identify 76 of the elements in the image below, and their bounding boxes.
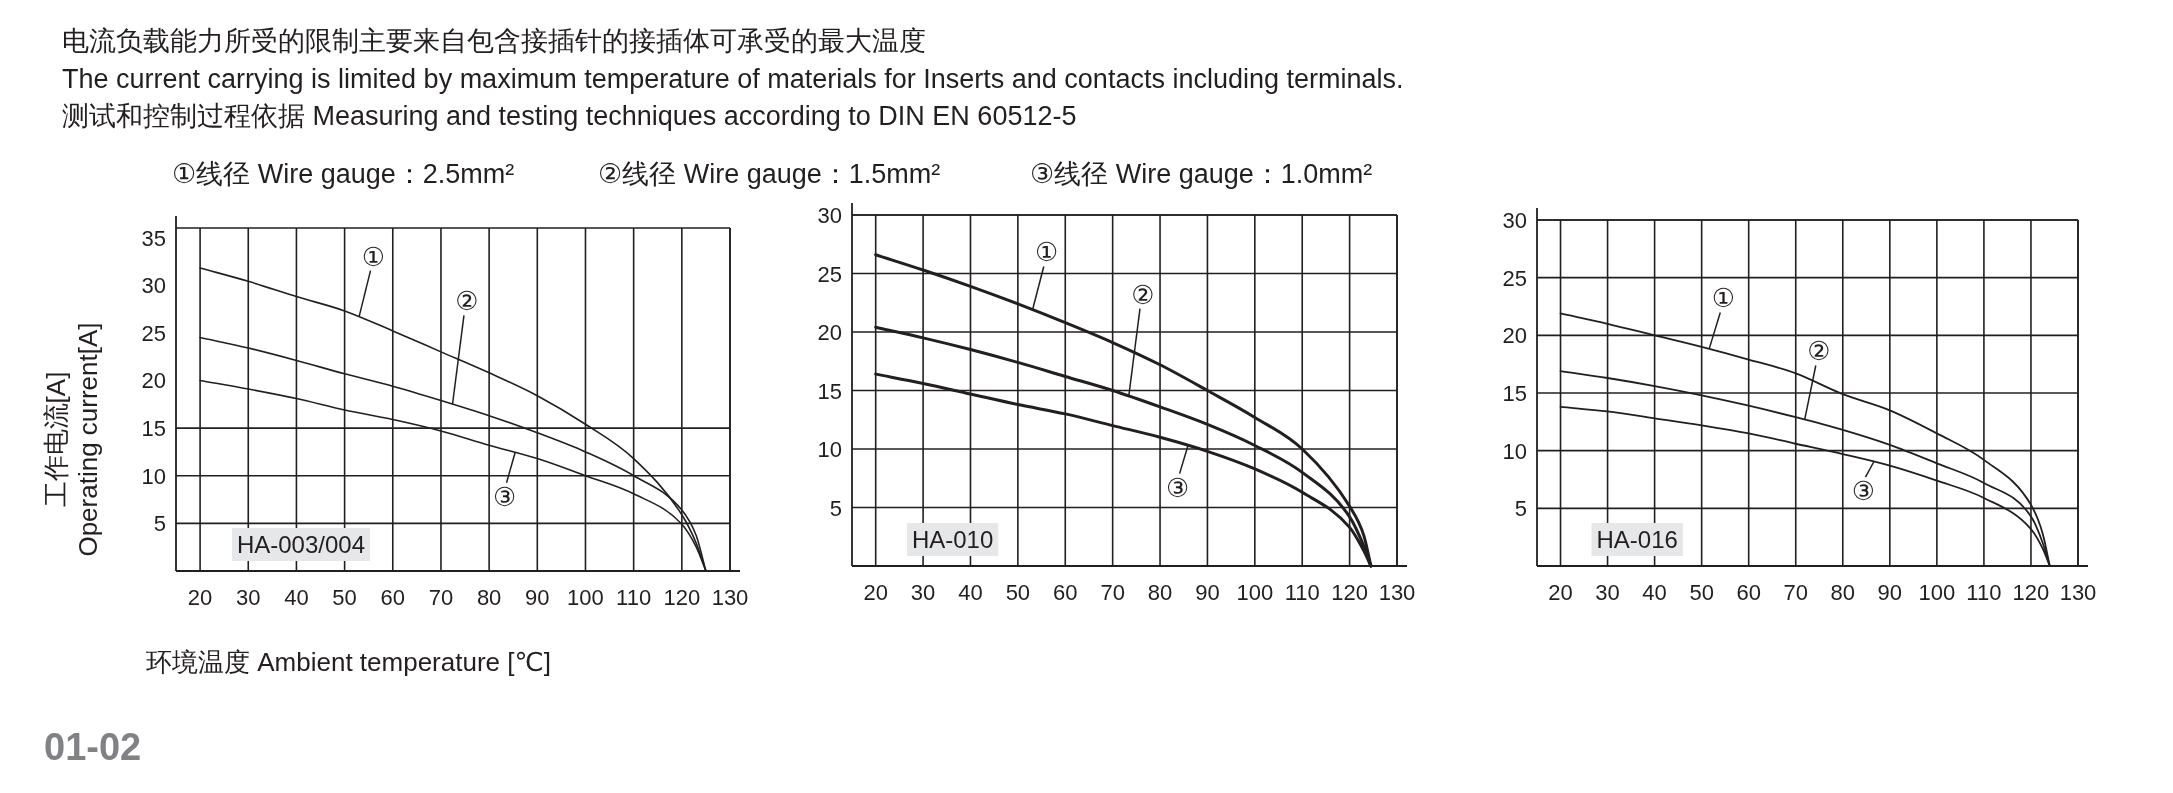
x-tick-label: 100 (1918, 580, 1956, 605)
y-tick-label: 20 (817, 320, 842, 345)
annotation: ① (1711, 283, 1735, 314)
x-tick-label: 70 (1783, 580, 1808, 605)
text: ③线径 Wire gauge：1.0mm² (1030, 159, 1373, 189)
x-tick-label: 20 (187, 585, 213, 610)
text: HA-010 (911, 526, 994, 553)
x-tick-label: 130 (2059, 580, 2097, 605)
x-tick-label: 30 (910, 580, 936, 605)
x-tick-label: 60 (1736, 580, 1761, 605)
x-tick-label: 50 (332, 585, 357, 610)
x-tick-label: 100 (567, 585, 604, 610)
x-tick-label: 70 (428, 585, 454, 610)
text: HA-003/004 (236, 531, 366, 558)
text: ①线径 Wire gauge：2.5mm² (172, 159, 515, 189)
x-tick-label: 110 (1966, 580, 2002, 605)
y-tick-label: 10 (817, 437, 842, 462)
x-tick-label: 20 (1548, 580, 1573, 605)
y-tick-label: 15 (141, 416, 166, 442)
y-tick-label: 5 (1514, 496, 1527, 522)
x-tick-label: 120 (1331, 580, 1368, 605)
x-tick-label: 50 (1689, 580, 1714, 605)
x-tick-label: 110 (1284, 580, 1320, 605)
y-tick-label: 25 (817, 261, 842, 287)
y-tick-label: 30 (141, 273, 166, 299)
x-tick-label: 90 (525, 585, 550, 610)
x-tick-label: 120 (2012, 580, 2050, 605)
annotation: ③ (1165, 472, 1190, 503)
x-tick-label: 100 (1236, 580, 1274, 605)
y-tick-label: 15 (817, 378, 842, 404)
x-tick-label: 80 (476, 585, 502, 610)
y-tick-label: 15 (1502, 381, 1527, 406)
x-tick-label: 40 (958, 580, 983, 605)
annotation: ① (1035, 237, 1059, 268)
y-tick-label: 20 (1502, 323, 1527, 349)
x-tick-label: 90 (1195, 580, 1220, 605)
x-tick-label: 120 (663, 585, 701, 610)
text: ②线径 Wire gauge：1.5mm² (598, 159, 941, 189)
x-tick-label: 80 (1147, 580, 1173, 605)
x-tick-label: 50 (1005, 580, 1031, 605)
y-tick-label: 30 (817, 203, 842, 228)
x-tick-label: 130 (1378, 580, 1416, 605)
x-tick-label: 40 (1642, 580, 1667, 605)
y-tick-label: 25 (1502, 265, 1527, 291)
annotation: ① (361, 241, 386, 272)
text: 01-02 (44, 726, 142, 768)
x-tick-label: 90 (1877, 580, 1903, 605)
annotation: ③ (492, 481, 517, 512)
y-tick-label: 10 (141, 463, 166, 489)
x-tick-label: 30 (1595, 580, 1620, 605)
y-tick-label: 20 (141, 368, 166, 394)
annotation: ② (455, 286, 479, 317)
y-tick-label: 5 (153, 511, 166, 537)
x-tick-label: 40 (284, 585, 309, 610)
text: 测试和控制过程依据 Measuring and testing techniques according to DIN EN 60512-5 (62, 101, 1077, 131)
text: The current carrying is limited by maximum temperature of materials for Inserts and contacts including terminals. (62, 64, 1404, 94)
y-tick-label: 35 (141, 225, 166, 251)
annotation: ② (1131, 279, 1155, 310)
x-tick-label: 60 (380, 585, 406, 610)
y-tick-label: 10 (1502, 438, 1527, 464)
x-tick-label: 60 (1053, 580, 1078, 605)
annotation: ② (1807, 336, 1831, 367)
x-tick-label: 30 (236, 585, 261, 610)
text: HA-016 (1596, 526, 1678, 553)
y-tick-label: 30 (1502, 208, 1527, 233)
x-tick-label: 70 (1100, 580, 1125, 605)
y-axis-title: 工作电流[A] Operating current[A] (41, 322, 103, 557)
x-tick-label: 130 (711, 585, 749, 610)
annotation: ③ (1851, 476, 1876, 507)
y-tick-label: 25 (141, 320, 166, 346)
x-tick-label: 20 (863, 580, 888, 605)
text: 电流负载能力所受的限制主要来自包含接插针的接插体可承受的最大温度 (62, 26, 926, 56)
x-tick-label: 110 (616, 585, 652, 610)
x-axis-title: 环境温度 Ambient temperature [℃] (146, 647, 551, 677)
x-tick-label: 80 (1830, 580, 1856, 605)
y-tick-label: 5 (829, 495, 842, 521)
